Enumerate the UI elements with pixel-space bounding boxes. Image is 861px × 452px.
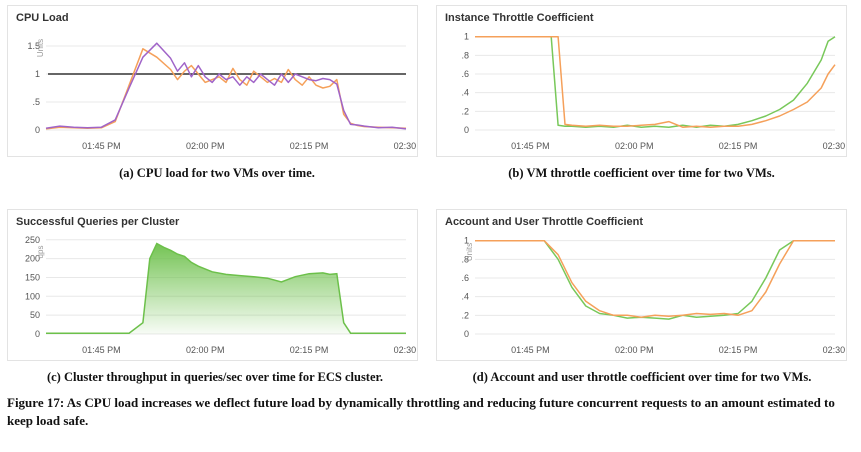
series-line-2 (475, 35, 836, 128)
y-tick-label: 0 (35, 125, 40, 135)
chart-title: Instance Throttle Coefficient (445, 12, 594, 24)
x-tick-label: 02:30 PM (394, 141, 419, 151)
cpu-load-chart: 0 .5 1 1.5 01:45 PM 02:00 PM 02:15 PM 02:30 PM U… (27, 39, 419, 151)
y-tick-label: .8 (461, 254, 469, 264)
caption-d: (d) Account and user throttle coefficien… (472, 370, 812, 384)
y-tick-label: 250 (25, 235, 40, 245)
chart-title: Account and User Throttle Coefficient (445, 216, 644, 228)
panel-cpu-load: CPU Load 0 .5 1 1.5 01:45 PM 02:00 PM 02:15 PM… (7, 5, 419, 157)
figure-caption: Figure 17: As CPU load increases we defl… (7, 395, 835, 428)
x-tick-label: 01:45 PM (82, 345, 121, 355)
x-tick-label: 02:00 PM (615, 141, 654, 151)
y-tick-label: 100 (25, 291, 40, 301)
series-line-2 (45, 42, 407, 130)
chart-title: CPU Load (16, 12, 69, 24)
y-tick-label: 150 (25, 272, 40, 282)
y-tick-label: .6 (461, 69, 469, 79)
instance-throttle-chart: 0 .2 .4 .6 .8 1 01:45 PM 02:00 PM 02:15 PM 02:30 … (461, 32, 848, 151)
x-tick-label: 01:45 PM (511, 141, 550, 151)
y-tick-label: .8 (461, 50, 469, 60)
y-tick-label: 1 (35, 69, 40, 79)
caption-a: (a) CPU load for two VMs over time. (119, 166, 315, 180)
account-user-throttle-chart: 0 .2 .4 .6 .8 1 01:45 PM 02:00 PM 02:15 PM 02:30 … (461, 236, 848, 355)
x-tick-label: 02:30 PM (823, 345, 848, 355)
y-axis-label: Units (465, 243, 474, 261)
panel-account-user-throttle: Account and User Throttle Coefficient 0.… (436, 209, 848, 361)
y-tick-label: .6 (461, 273, 469, 283)
x-tick-label: 02:15 PM (719, 345, 758, 355)
successful-queries-chart: 0 50 100 150 200 250 01:45 PM 02:00 PM 02:15 PM 0… (25, 235, 419, 355)
y-tick-label: .2 (461, 106, 469, 116)
caption-c: (c) Cluster throughput in queries/sec ov… (46, 370, 384, 384)
chart-title: Successful Queries per Cluster (16, 216, 180, 228)
y-tick-label: 0 (464, 125, 469, 135)
x-tick-label: 02:15 PM (290, 345, 329, 355)
y-tick-label: 0 (464, 329, 469, 339)
series-line-1 (45, 48, 407, 130)
caption-b: (b) VM throttle coefficient over time fo… (508, 166, 775, 180)
y-tick-label: 200 (25, 254, 40, 264)
y-tick-label: .4 (461, 88, 469, 98)
series-line-1 (475, 35, 836, 128)
x-tick-label: 02:30 PM (823, 141, 848, 151)
y-tick-label: 1 (464, 236, 469, 246)
x-tick-label: 02:15 PM (719, 141, 758, 151)
y-tick-label: 50 (30, 310, 40, 320)
y-axis-label: qps (36, 246, 45, 259)
y-tick-label: 1.5 (27, 41, 40, 51)
y-tick-label: .4 (461, 292, 469, 302)
x-tick-label: 02:00 PM (186, 141, 225, 151)
series-line (46, 242, 406, 334)
y-tick-label: 1 (464, 32, 469, 42)
panel-instance-throttle: Instance Throttle Coefficient 0 .2 .4 .6 .8 1… (436, 5, 848, 157)
y-tick-label: .5 (32, 97, 40, 107)
y-tick-label: .2 (461, 310, 469, 320)
x-tick-label: 02:00 PM (186, 345, 225, 355)
x-tick-label: 02:15 PM (290, 141, 329, 151)
x-tick-label: 02:30 PM (394, 345, 419, 355)
y-axis-label: Units (36, 39, 45, 57)
series-line-1 (475, 239, 835, 320)
series-line-2 (475, 239, 835, 318)
panel-successful-queries: Successful Queries per Cluster 0 50 100 150… (7, 209, 419, 361)
x-tick-label: 02:00 PM (615, 345, 654, 355)
x-tick-label: 01:45 PM (82, 141, 121, 151)
y-tick-label: 0 (35, 329, 40, 339)
series-area (46, 243, 406, 334)
x-tick-label: 01:45 PM (511, 345, 550, 355)
